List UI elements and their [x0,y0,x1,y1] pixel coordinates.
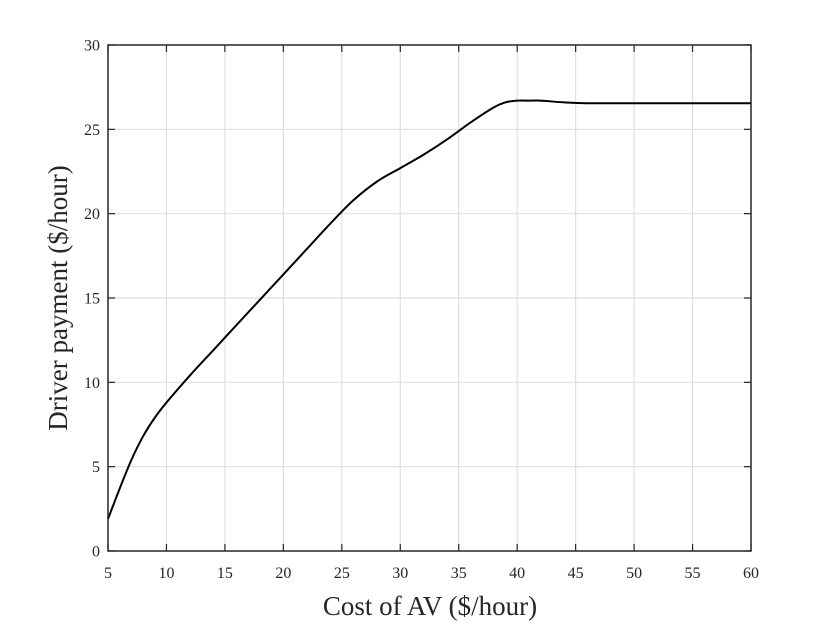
x-tick-label: 30 [392,565,408,582]
x-tick-label: 25 [334,565,350,582]
x-tick-label: 60 [743,565,759,582]
y-tick-label: 10 [84,375,100,392]
y-tick-label: 5 [92,459,100,476]
x-tick-label: 45 [568,565,584,582]
x-tick-label: 55 [685,565,701,582]
x-tick-label: 10 [158,565,174,582]
y-axis-label: Driver payment ($/hour) [43,165,73,430]
y-tick-label: 0 [92,544,100,561]
y-tick-label: 20 [84,206,100,223]
x-tick-label: 35 [451,565,467,582]
x-tick-label: 5 [104,565,112,582]
y-tick-label: 30 [84,38,100,55]
x-tick-label: 50 [626,565,642,582]
x-tick-label: 20 [275,565,291,582]
grid [108,45,751,551]
series-line [107,99,751,520]
y-tick-label: 15 [84,291,100,308]
plot-area [107,99,751,520]
x-tick-label: 15 [217,565,233,582]
y-tick-label: 25 [84,122,100,139]
x-axis-label: Cost of AV ($/hour) [323,591,537,621]
x-tick-label: 40 [509,565,525,582]
